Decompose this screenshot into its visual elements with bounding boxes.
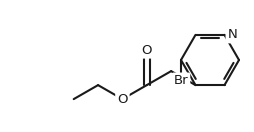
Text: O: O: [117, 93, 128, 106]
Text: N: N: [228, 28, 237, 41]
Text: O: O: [141, 44, 152, 57]
Text: Br: Br: [174, 74, 188, 88]
Text: O: O: [117, 93, 128, 106]
Text: O: O: [141, 44, 152, 57]
Text: Br: Br: [174, 74, 188, 88]
Text: N: N: [228, 28, 237, 41]
